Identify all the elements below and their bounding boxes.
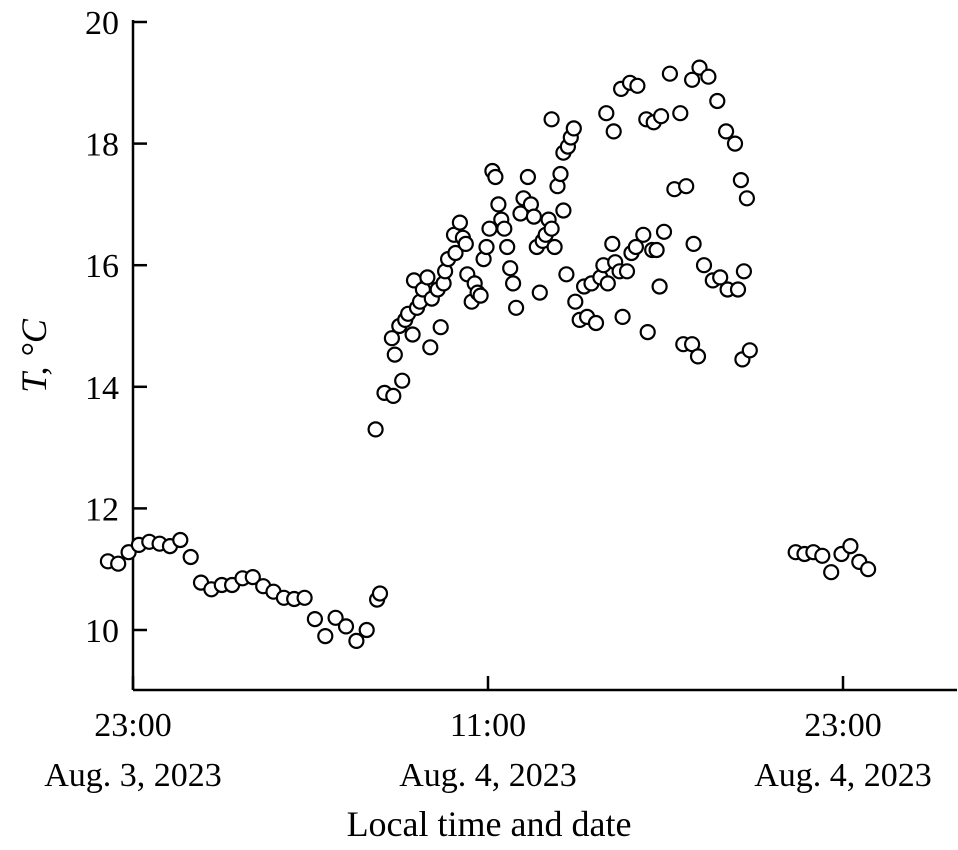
data-point xyxy=(296,589,313,606)
data-point xyxy=(451,214,468,231)
data-point xyxy=(605,123,622,140)
data-point xyxy=(729,281,747,298)
data-point xyxy=(695,257,713,274)
data-point xyxy=(306,610,323,628)
data-point xyxy=(110,555,127,572)
data-point xyxy=(567,293,584,310)
data-point xyxy=(447,244,464,262)
data-point xyxy=(689,348,707,365)
data-point xyxy=(735,263,753,280)
x-tick-date-label: Aug. 3, 2023 xyxy=(44,757,222,794)
data-point xyxy=(531,284,548,301)
x-tick-time-label: 23:00 xyxy=(804,707,881,744)
data-point xyxy=(823,564,840,581)
axes: 10 12 14 16 18 20 23:00 Aug. 3, 2023 11:00 Aug. … xyxy=(44,5,957,794)
data-point xyxy=(629,77,646,94)
data-point xyxy=(859,561,877,578)
data-point xyxy=(383,330,400,347)
y-tick-label: 12 xyxy=(85,491,119,528)
data-point xyxy=(712,269,729,286)
data-point xyxy=(618,263,636,280)
x-tick-date-label: Aug. 4, 2023 xyxy=(399,757,577,794)
data-point xyxy=(457,235,474,252)
data-point xyxy=(525,208,543,225)
data-point xyxy=(172,531,189,549)
data-point xyxy=(404,326,421,343)
data-point xyxy=(546,238,563,256)
data-point xyxy=(385,387,402,404)
data-point xyxy=(655,223,673,240)
data-point xyxy=(348,632,365,650)
y-tick-label: 14 xyxy=(85,370,119,407)
data-point xyxy=(627,238,645,256)
data-point xyxy=(386,346,403,363)
data-point xyxy=(700,68,717,85)
data-point xyxy=(652,108,670,125)
data-point xyxy=(419,269,436,286)
data-point xyxy=(507,299,525,316)
data-point xyxy=(371,585,389,602)
data-point xyxy=(635,226,652,243)
y-axis-title: T, °C xyxy=(14,318,54,393)
data-point xyxy=(490,196,507,213)
y-tick-label: 20 xyxy=(85,5,119,42)
data-point xyxy=(337,618,355,635)
data-point xyxy=(327,609,344,626)
data-point xyxy=(422,339,439,356)
data-point xyxy=(738,190,756,207)
data-point xyxy=(394,372,411,389)
data-point xyxy=(598,105,615,122)
data-point xyxy=(367,421,384,438)
data-point xyxy=(487,168,504,186)
data-point xyxy=(519,168,537,186)
data-point xyxy=(842,537,859,555)
data-point xyxy=(317,627,334,645)
data-point xyxy=(502,260,519,277)
data-point xyxy=(499,238,516,256)
data-point xyxy=(639,324,656,341)
data-point xyxy=(732,172,750,189)
data-point xyxy=(685,235,702,252)
data-point xyxy=(648,241,665,259)
data-point xyxy=(358,621,375,639)
data-point xyxy=(432,319,449,336)
data-point xyxy=(814,547,831,564)
data-point xyxy=(651,278,668,295)
data-point xyxy=(555,202,572,219)
x-tick-time-label: 23:00 xyxy=(94,707,171,744)
data-point xyxy=(478,238,495,256)
data-point xyxy=(678,178,695,195)
x-ticks: 23:00 Aug. 3, 2023 11:00 Aug. 4, 2023 23:00 A… xyxy=(44,676,932,794)
data-point xyxy=(741,342,758,359)
y-ticks: 10 12 14 16 18 20 xyxy=(85,5,147,650)
data-point xyxy=(543,220,560,237)
y-tick-label: 18 xyxy=(85,127,119,164)
data-point xyxy=(587,314,605,332)
data-point xyxy=(552,165,569,183)
data-point xyxy=(604,235,621,252)
data-point xyxy=(472,287,489,304)
data-point xyxy=(543,111,560,128)
data-points xyxy=(99,59,877,650)
data-point xyxy=(244,568,261,586)
data-point xyxy=(496,220,513,237)
data-point xyxy=(672,105,689,122)
data-point xyxy=(599,275,616,292)
data-point xyxy=(558,266,575,283)
y-tick-label: 16 xyxy=(85,248,119,285)
x-axis-title: Local time and date xyxy=(347,804,632,844)
data-point xyxy=(504,275,522,292)
data-point xyxy=(709,92,726,110)
data-point xyxy=(565,120,582,137)
data-point xyxy=(683,71,701,88)
data-point xyxy=(614,308,631,325)
x-tick-date-label: Aug. 4, 2023 xyxy=(754,757,932,794)
data-point xyxy=(726,135,744,152)
data-point xyxy=(717,123,735,140)
data-point xyxy=(661,65,679,82)
y-tick-label: 10 xyxy=(85,613,119,650)
data-point xyxy=(182,548,199,566)
x-tick-time-label: 11:00 xyxy=(450,707,526,744)
